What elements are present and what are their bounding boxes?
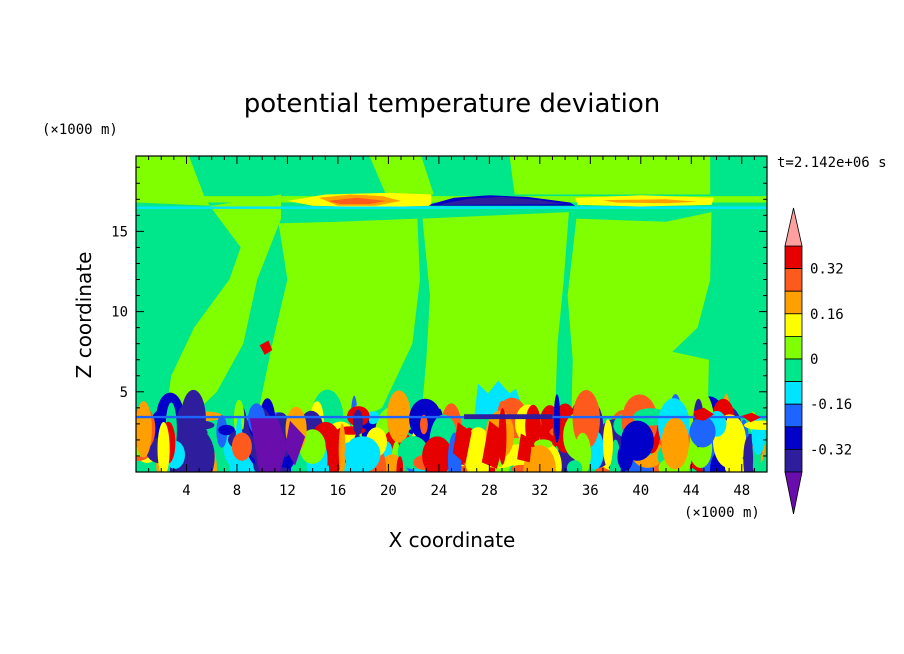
x-tick-label: 8 <box>233 483 241 499</box>
x-tick-label: 32 <box>531 483 548 499</box>
field-region <box>509 156 711 195</box>
field-cell <box>572 390 600 449</box>
field-cell <box>523 445 556 472</box>
colorbar-band <box>784 268 803 292</box>
field-cell <box>731 428 743 472</box>
field-cell <box>338 423 346 472</box>
field-cell <box>422 436 453 472</box>
field-cell <box>661 417 689 470</box>
colorbar-tick-label: 0 <box>810 352 818 368</box>
colorbar: 0.32 0.16 0 -0.16 -0.32 <box>784 207 852 515</box>
field-region <box>452 422 472 464</box>
x-tick-label: 24 <box>430 483 447 499</box>
x-unit-label: (×1000 m) <box>684 505 760 521</box>
x-tick-label: 40 <box>632 483 649 499</box>
time-label: t=2.142e+06 s <box>777 155 887 171</box>
field-region <box>693 407 714 421</box>
x-tick-label: 16 <box>329 483 346 499</box>
field-region <box>438 196 566 205</box>
field-cell <box>189 427 208 439</box>
field-region <box>421 212 569 418</box>
field-region <box>602 199 698 204</box>
y-axis: 5 10 15 <box>111 166 767 457</box>
colorbar-band <box>784 358 803 383</box>
x-tick-label: 4 <box>182 483 190 499</box>
colorbar-tick-label: -0.32 <box>810 442 852 458</box>
field-region <box>257 218 420 418</box>
colorbar-bottom-arrow <box>784 471 803 515</box>
colorbar-tick-label: 0.16 <box>810 307 844 323</box>
field-cell <box>566 460 583 472</box>
field-cell <box>353 409 363 436</box>
field-region <box>464 414 553 420</box>
field-region <box>284 420 306 466</box>
field-cell <box>624 422 651 452</box>
y-unit-label: (×1000 m) <box>42 122 118 138</box>
y-axis-label: Z coordinate <box>72 252 96 379</box>
field-cell <box>136 401 152 458</box>
field-region <box>249 417 288 472</box>
field-region <box>136 156 282 418</box>
field-region <box>741 412 761 423</box>
field-cell <box>231 432 252 461</box>
field-region <box>327 197 386 205</box>
colorbar-top-arrow <box>784 207 803 247</box>
x-tick-label: 36 <box>582 483 599 499</box>
plot-area <box>136 156 767 472</box>
colorbar-band <box>784 448 803 473</box>
colorbar-band <box>784 290 803 315</box>
colorbar-band <box>784 426 803 450</box>
y-tick-label: 5 <box>120 385 128 401</box>
field-cell <box>420 414 428 435</box>
colorbar-band <box>784 313 803 337</box>
colorbar-band <box>784 245 803 270</box>
field-cell <box>344 436 381 472</box>
field-cell <box>603 419 613 468</box>
field-cell <box>744 420 767 430</box>
x-axis-label: X coordinate <box>389 528 516 552</box>
field-cell <box>553 394 561 443</box>
x-tick-label: 44 <box>683 483 700 499</box>
x-axis: 4 8 12 16 20 24 28 32 36 40 44 48 <box>148 156 755 499</box>
field-cell <box>396 456 404 472</box>
y-tick-label: 10 <box>111 305 128 321</box>
x-tick-label: 48 <box>733 483 750 499</box>
field-region <box>136 415 767 419</box>
field-cell <box>743 436 754 472</box>
y-tick-label: 15 <box>111 224 128 240</box>
field-region <box>481 420 506 469</box>
colorbar-band <box>784 381 803 405</box>
field-cell <box>157 422 170 472</box>
x-tick-label: 28 <box>481 483 498 499</box>
colorbar-band <box>784 403 803 428</box>
field-region <box>517 433 533 463</box>
field-region <box>369 156 434 195</box>
colorbar-tick-label: -0.16 <box>810 397 852 413</box>
field-region <box>259 340 273 355</box>
colorbar-tick-label: 0.32 <box>810 262 844 278</box>
colorbar-band <box>784 335 803 360</box>
chart-title: potential temperature deviation <box>244 89 660 119</box>
field-cell <box>180 389 206 448</box>
field-region <box>136 206 767 209</box>
field-cell <box>689 416 716 448</box>
x-tick-label: 12 <box>279 483 296 499</box>
field-region <box>567 212 712 418</box>
field-cell <box>218 424 235 436</box>
x-tick-label: 20 <box>380 483 397 499</box>
